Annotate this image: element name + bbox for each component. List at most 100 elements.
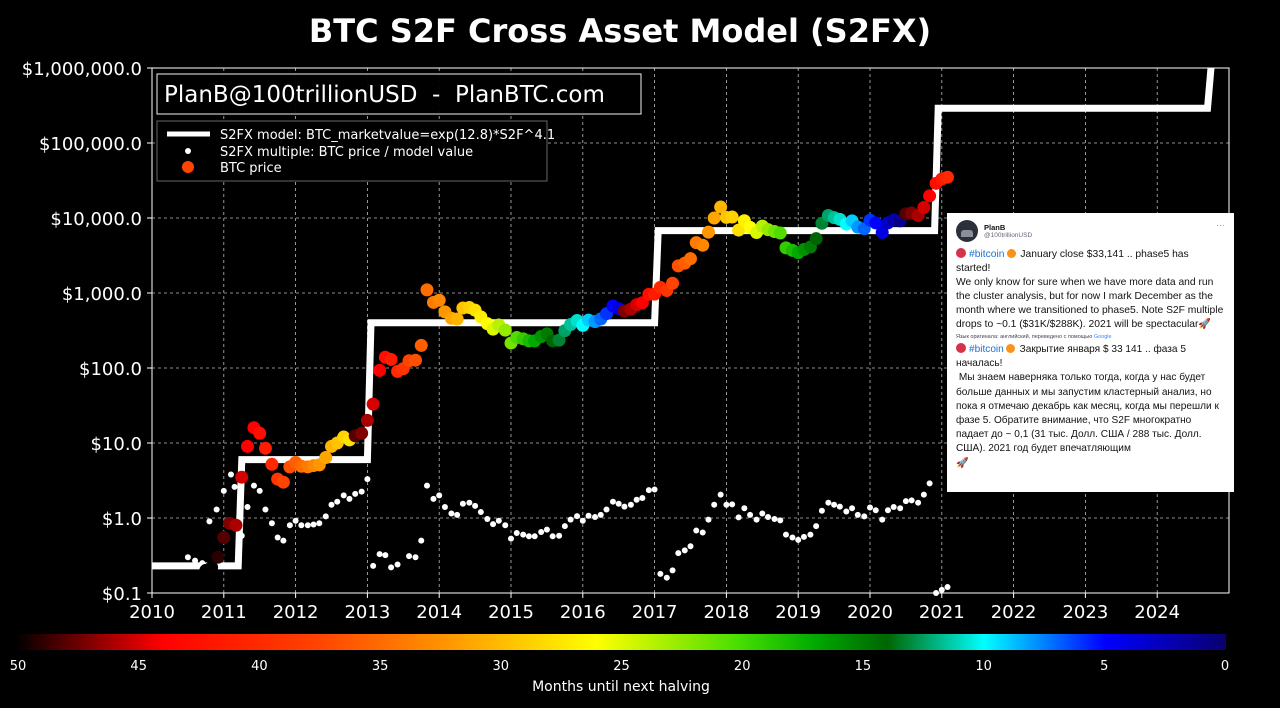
price-point — [211, 550, 225, 564]
multiple-point — [423, 482, 430, 489]
legend: S2FX model: BTC_marketvalue=exp(12.8)*S2… — [156, 120, 555, 182]
multiple-point — [274, 534, 281, 541]
price-point — [707, 211, 721, 225]
price-point — [366, 397, 380, 411]
multiple-point — [364, 476, 371, 483]
multiple-point — [412, 554, 419, 561]
x-tick-label: 2011 — [201, 602, 247, 623]
multiple-point — [807, 531, 814, 538]
multiple-point — [525, 533, 532, 540]
bitcoin-icon — [1005, 344, 1015, 353]
multiple-point — [944, 584, 951, 591]
multiple-point — [304, 522, 311, 529]
y-tick-label: $10,000.0 — [50, 209, 142, 230]
colorbar-tick-label: 15 — [855, 659, 872, 674]
price-point — [265, 457, 279, 471]
multiple-point — [729, 501, 736, 508]
bitcoin-icon — [1006, 249, 1016, 258]
tweet-author-name[interactable]: PlanB — [984, 222, 1006, 232]
multiple-point — [231, 483, 238, 490]
multiple-point — [831, 501, 838, 508]
multiple-point — [861, 513, 868, 520]
multiple-point — [651, 486, 658, 493]
multiple-point — [681, 547, 688, 554]
multiple-point — [370, 562, 377, 569]
x-tick-label: 2012 — [273, 602, 319, 623]
multiple-point — [316, 520, 323, 527]
multiple-point — [268, 520, 275, 527]
colorbar-tick-label: 5 — [1100, 659, 1108, 674]
legend-multiple-swatch — [185, 148, 191, 154]
multiple-point — [933, 590, 940, 596]
price-point — [773, 226, 787, 240]
price-point — [253, 426, 267, 440]
tweet-card[interactable]: PlanB @100trillionUSD ··· #bitcoin Janua… — [947, 213, 1234, 492]
multiple-point — [782, 531, 789, 538]
price-point — [432, 293, 446, 307]
multiple-point — [298, 522, 305, 529]
x-tick-label: 2013 — [344, 602, 390, 623]
multiple-point — [513, 530, 520, 537]
multiple-point — [192, 557, 199, 564]
multiple-point — [747, 511, 754, 518]
multiple-point — [669, 567, 676, 574]
multiple-point — [543, 526, 550, 533]
multiple-point — [633, 496, 640, 503]
chart-title: BTC S2F Cross Asset Model (S2FX) — [309, 12, 931, 50]
multiple-point — [597, 511, 604, 518]
multiple-point — [286, 522, 293, 529]
avatar[interactable] — [956, 220, 978, 242]
x-tick-label: 2018 — [703, 602, 749, 623]
multiple-point — [388, 564, 395, 571]
price-point — [384, 352, 398, 366]
x-tick-label: 2021 — [919, 602, 965, 623]
x-tick-label: 2023 — [1062, 602, 1108, 623]
price-point — [714, 200, 728, 214]
tweet-ru-body: Мы знаем наверняка только тогда, когда у… — [956, 372, 1219, 455]
legend-multiple-label: S2FX multiple: BTC price / model value — [220, 145, 473, 160]
price-point — [552, 333, 566, 347]
multiple-point — [585, 512, 592, 519]
x-tick-label: 2017 — [632, 602, 678, 623]
y-tick-label: $1.0 — [102, 509, 142, 530]
price-point — [258, 441, 272, 455]
multiple-point — [938, 586, 945, 593]
y-tick-label: $1,000,000.0 — [22, 59, 142, 80]
colorbar-tick-label: 25 — [613, 659, 630, 674]
multiple-point — [711, 501, 718, 508]
multiple-point — [340, 492, 347, 499]
multiple-point — [759, 510, 766, 517]
multiple-point — [292, 517, 299, 524]
multiple-point — [687, 543, 694, 550]
legend-price-swatch — [182, 161, 194, 173]
multiple-point — [574, 513, 581, 520]
multiple-point — [771, 515, 778, 522]
colorbar-tick-label: 45 — [130, 659, 147, 674]
tweet-author-handle[interactable]: @100trillionUSD — [984, 231, 1033, 239]
multiple-point — [213, 506, 220, 513]
multiple-point — [836, 503, 843, 510]
hashtag-link[interactable]: #bitcoin — [969, 344, 1004, 355]
more-options-icon[interactable]: ··· — [1216, 220, 1225, 230]
multiple-point — [454, 511, 461, 518]
hashtag-link[interactable]: #bitcoin — [969, 249, 1005, 260]
multiple-point — [508, 535, 514, 542]
colorbar: 50 45 40 35 30 25 20 15 10 5 0 Months until next h… — [10, 634, 1229, 695]
multiple-point — [477, 509, 484, 516]
multiple-point — [418, 537, 425, 544]
colorbar-label: Months until next halving — [532, 679, 710, 695]
price-point — [319, 451, 333, 465]
multiple-point — [657, 570, 664, 577]
price-point — [732, 223, 746, 237]
credit-box: PlanB@100trillionUSD - PlanBTC.com — [156, 73, 642, 115]
price-point — [373, 363, 387, 377]
colorbar-tick-label: 10 — [975, 659, 992, 674]
multiple-point — [872, 507, 879, 514]
multiple-point — [556, 532, 563, 539]
tweet-en-line1: January close $33,141 .. phase5 has star… — [956, 249, 1189, 274]
multiple-point — [334, 498, 341, 505]
x-tick-label: 2014 — [416, 602, 462, 623]
multiple-points — [184, 471, 951, 596]
multiple-point — [753, 516, 760, 523]
